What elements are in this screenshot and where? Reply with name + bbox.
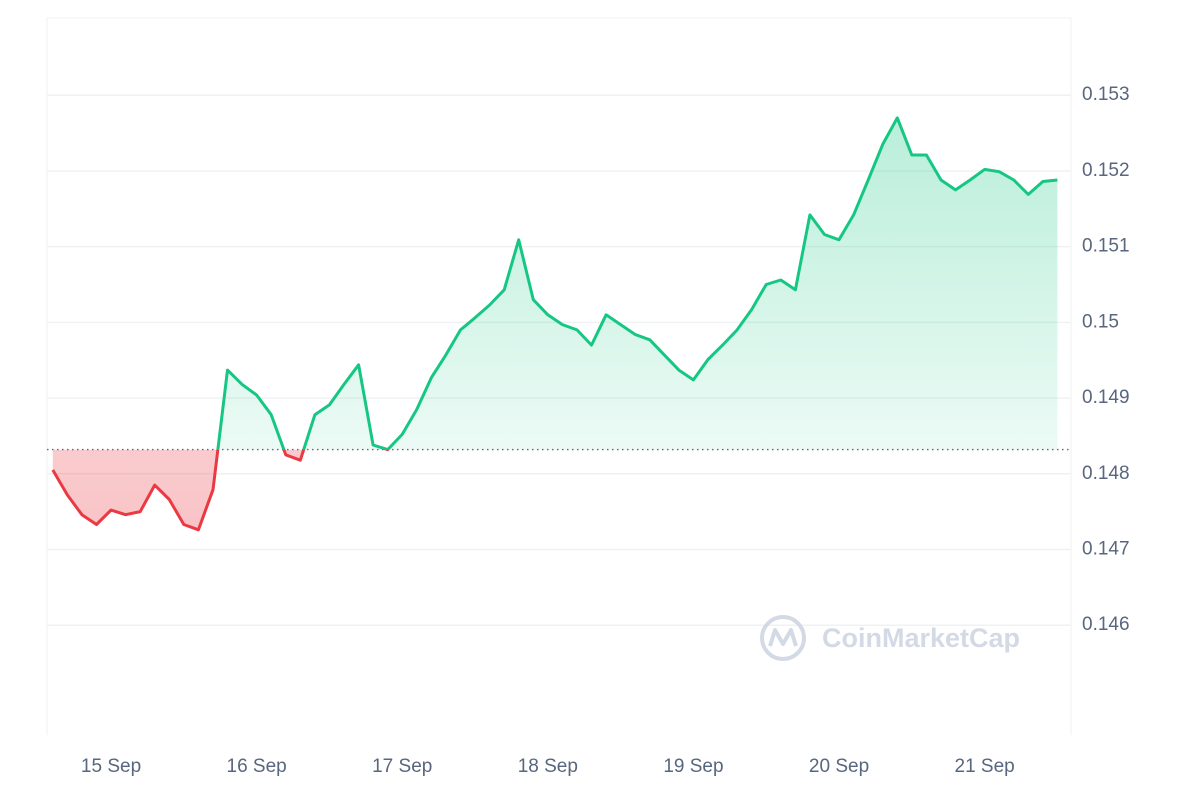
area-up xyxy=(217,117,1058,450)
area-down xyxy=(52,449,1058,530)
watermark: CoinMarketCap xyxy=(760,615,1020,661)
price-line-up xyxy=(216,116,1058,450)
x-tick-label: 18 Sep xyxy=(518,756,578,777)
x-tick-label: 17 Sep xyxy=(372,756,432,777)
y-tick-label: 0.153 xyxy=(1082,84,1130,105)
y-tick-label: 0.152 xyxy=(1082,160,1130,181)
watermark-text: CoinMarketCap xyxy=(822,623,1020,653)
x-tick-label: 21 Sep xyxy=(955,756,1015,777)
y-tick-label: 0.151 xyxy=(1082,236,1130,257)
x-tick-label: 19 Sep xyxy=(663,756,723,777)
x-tick-label: 15 Sep xyxy=(81,756,141,777)
x-tick-label: 16 Sep xyxy=(227,756,287,777)
y-tick-label: 0.148 xyxy=(1082,463,1130,484)
y-tick-label: 0.15 xyxy=(1082,311,1119,332)
y-tick-label: 0.146 xyxy=(1082,614,1130,635)
x-tick-label: 20 Sep xyxy=(809,756,869,777)
y-tick-label: 0.147 xyxy=(1082,539,1130,560)
y-tick-label: 0.149 xyxy=(1082,387,1130,408)
